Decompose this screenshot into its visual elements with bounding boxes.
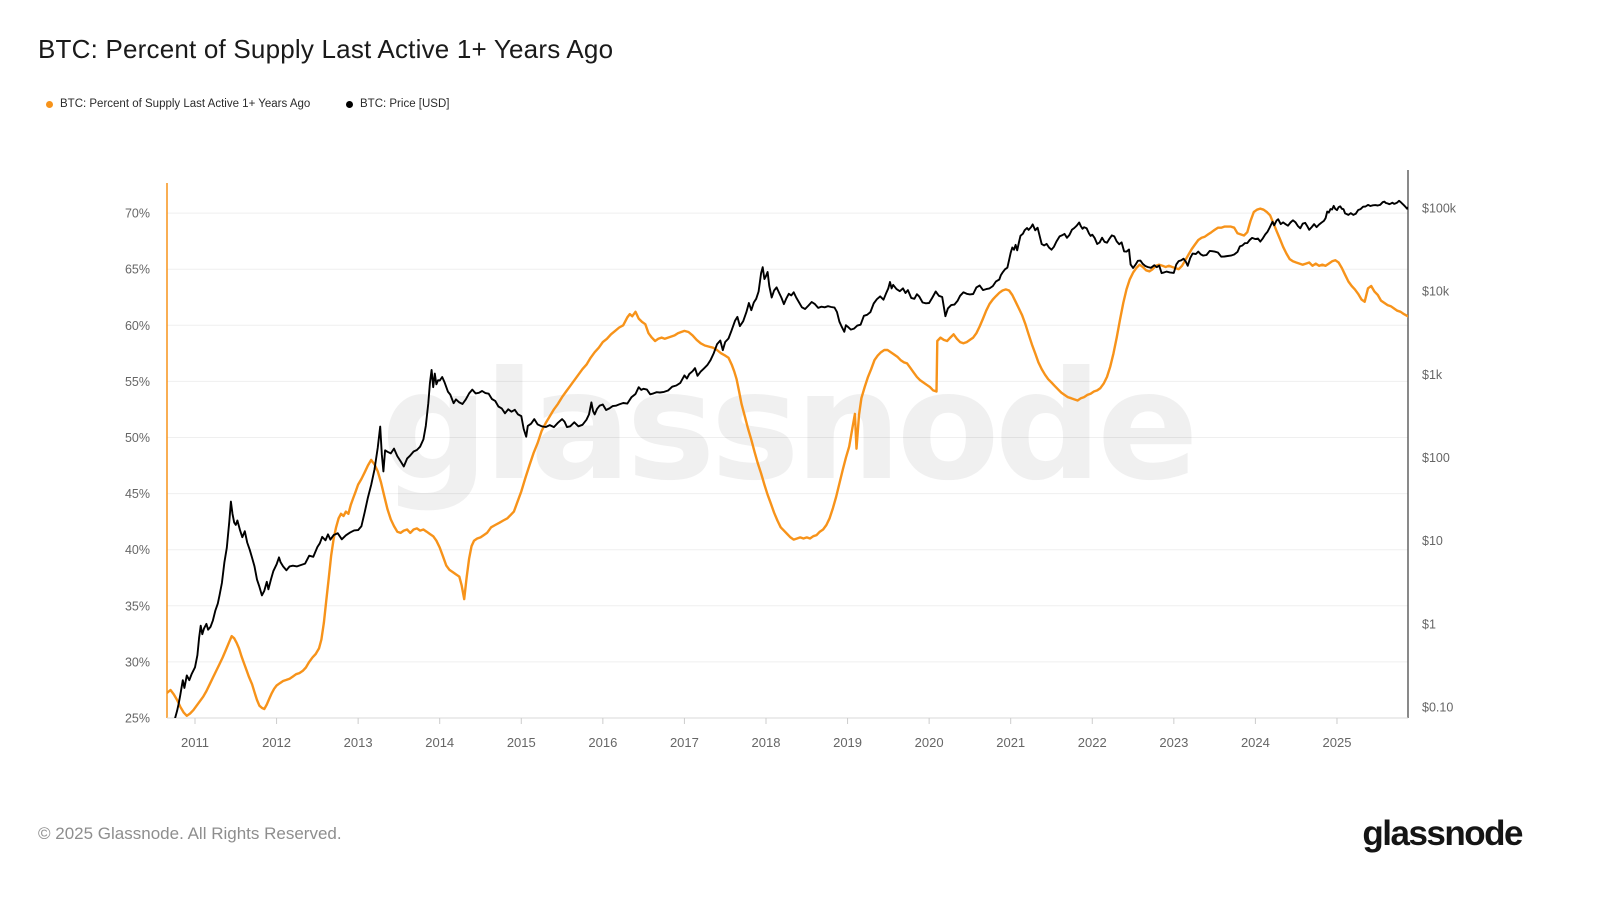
chart-title: BTC: Percent of Supply Last Active 1+ Ye… — [38, 34, 614, 64]
right-axis-tick-label: $100k — [1422, 202, 1457, 216]
copyright-text: © 2025 Glassnode. All Rights Reserved. — [38, 824, 342, 843]
chart-legend: BTC: Percent of Supply Last Active 1+ Ye… — [0, 98, 1600, 116]
x-axis-tick-label: 2016 — [588, 735, 617, 750]
x-axis-tick-label: 2017 — [670, 735, 699, 750]
supply-series-line — [167, 207, 1408, 717]
left-axis-tick-label: 35% — [125, 599, 150, 613]
left-axis-tick-label: 60% — [125, 319, 150, 333]
x-axis-tick-label: 2015 — [507, 735, 536, 750]
legend-dot-supply-icon — [46, 100, 53, 108]
x-axis-tick-label: 2020 — [915, 735, 944, 750]
x-axis-tick-label: 2019 — [833, 735, 862, 750]
legend-label-supply: BTC: Percent of Supply Last Active 1+ Ye… — [60, 98, 311, 110]
left-axis-tick-label: 50% — [125, 431, 150, 445]
x-axis-tick-label: 2025 — [1323, 735, 1352, 750]
chart-plot-area[interactable]: glassnode 25% 30% 35% 40% 45% 50% 55% 60% 65% 70% $… — [0, 0, 1600, 780]
left-axis-tick-label: 30% — [125, 655, 150, 669]
x-axis-tick-label: 2011 — [181, 735, 209, 750]
right-axis-tick-label: $0.10 — [1422, 701, 1453, 715]
x-axis-tick-label: 2022 — [1078, 735, 1107, 750]
right-axis-tick-label: $1k — [1422, 368, 1443, 382]
glassnode-logo: glassnode — [1362, 814, 1523, 853]
left-axis-tick-label: 55% — [125, 375, 150, 389]
right-axis-tick-label: $10k — [1422, 285, 1450, 299]
legend-label-price: BTC: Price [USD] — [360, 98, 450, 110]
price-series-line — [174, 199, 1408, 718]
left-axis-tick-label: 65% — [125, 263, 150, 277]
x-axis-tick-label: 2023 — [1159, 735, 1188, 750]
legend-item-supply[interactable]: BTC: Percent of Supply Last Active 1+ Ye… — [46, 98, 310, 110]
x-axis-tick-label: 2014 — [425, 735, 454, 750]
watermark: glassnode — [381, 340, 1194, 514]
x-axis-tick-label: 2012 — [262, 735, 291, 750]
x-axis-tick-label: 2013 — [344, 735, 373, 750]
left-axis-tick-label: 70% — [125, 207, 150, 221]
legend-dot-price-icon — [346, 100, 353, 108]
left-axis-tick-label: 25% — [125, 712, 150, 726]
x-axis-tick-label: 2021 — [996, 735, 1025, 750]
x-axis-tick-label: 2024 — [1241, 735, 1270, 750]
right-axis-tick-label: $100 — [1422, 451, 1450, 465]
x-axis-tick-label: 2018 — [752, 735, 781, 750]
right-axis-tick-label: $1 — [1422, 617, 1436, 631]
left-axis-tick-label: 45% — [125, 487, 150, 501]
legend-item-price[interactable]: BTC: Price [USD] — [346, 98, 449, 110]
right-axis-tick-label: $10 — [1422, 534, 1443, 548]
left-axis-tick-label: 40% — [125, 543, 150, 557]
